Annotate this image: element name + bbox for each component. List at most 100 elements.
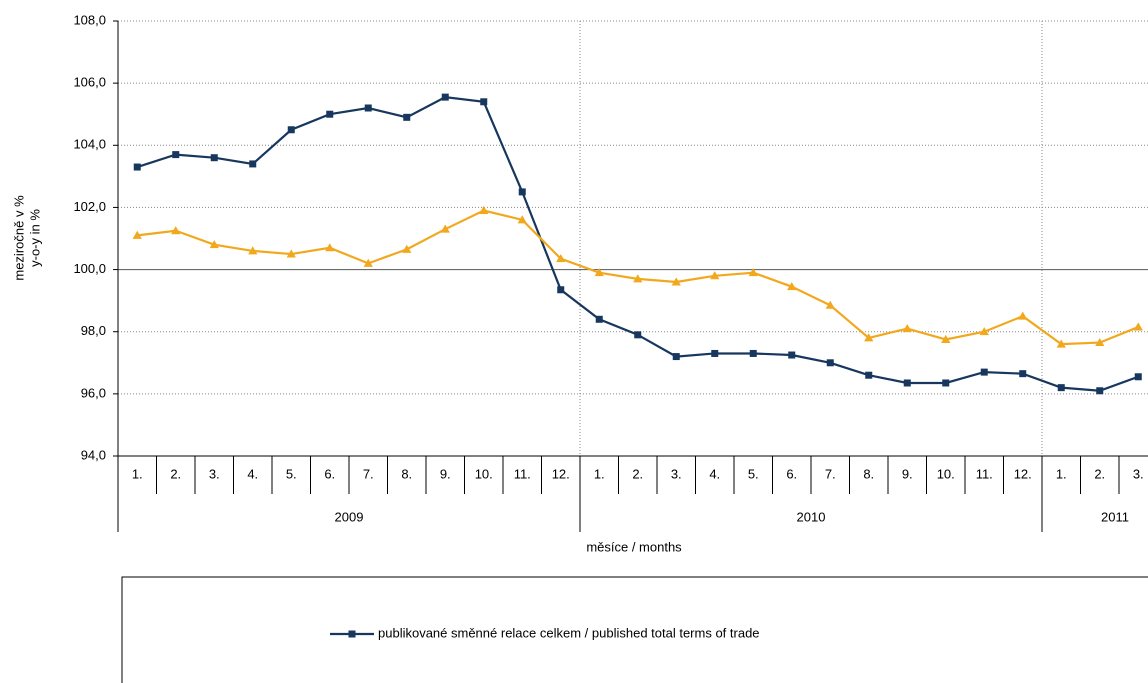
x-tick-label: 8. [863,466,874,481]
x-tick-label: 1. [594,466,605,481]
marker [1018,311,1028,320]
legend-label: směnné relace bez minerálních paliv / te… [378,681,816,683]
legend-label: publikované směnné relace celkem / publi… [378,625,760,640]
marker [348,630,356,638]
x-tick-label: 11. [514,466,531,481]
marker [672,353,680,361]
x-tick-label: 3. [209,466,220,481]
y-tick-label: 106,0 [73,75,106,90]
marker [865,371,873,379]
year-label: 2011 [1101,509,1129,524]
x-tick-label: 2. [1094,466,1105,481]
marker [172,151,180,159]
marker [980,368,988,376]
marker [748,268,758,277]
marker [133,163,141,171]
x-tick-label: 3. [1133,466,1144,481]
x-tick-label: 1. [132,466,143,481]
marker [633,274,643,283]
marker [1133,322,1143,331]
marker [595,315,603,323]
year-label: 2009 [335,509,364,524]
x-tick-label: 11. [976,466,993,481]
x-tick-label: 8. [401,466,412,481]
x-tick-label: 6. [786,466,797,481]
x-tick-label: 1. [1056,466,1067,481]
y-tick-label: 100,0 [73,261,106,276]
marker [1019,370,1027,378]
marker [171,226,181,235]
x-tick-label: 10. [475,466,493,481]
marker [518,188,526,196]
marker [979,327,989,336]
marker [364,104,372,112]
marker [1057,384,1065,392]
y-tick-label: 102,0 [73,199,106,214]
marker [209,240,219,249]
marker [1096,387,1104,395]
y-axis-title: y-o-y in % [27,209,42,267]
x-tick-label: 5. [748,466,759,481]
marker [402,244,412,253]
marker [941,334,951,343]
marker [1134,373,1142,381]
x-tick-label: 12. [1014,466,1032,481]
x-tick-label: 5. [286,466,297,481]
marker [479,205,489,215]
marker [403,113,411,121]
marker [710,271,720,280]
x-tick-label: 9. [902,466,913,481]
marker [711,349,719,357]
marker [441,93,449,101]
marker [942,379,950,387]
marker [826,359,834,367]
x-tick-label: 4. [247,466,258,481]
x-tick-label: 2. [632,466,643,481]
marker [1095,337,1105,347]
legend-box [121,576,1148,683]
marker [556,254,566,263]
marker [325,243,335,252]
y-tick-label: 96,0 [81,385,106,400]
y-axis-title: meziročně v % [11,195,26,281]
y-tick-label: 94,0 [81,447,106,462]
marker [1056,339,1066,348]
y-tick-label: 104,0 [73,137,106,152]
x-axis-title: měsíce / months [586,539,682,554]
x-tick-label: 12. [552,466,570,481]
marker [480,98,488,106]
y-tick-label: 108,0 [73,12,106,27]
marker [248,246,258,255]
marker [440,224,450,233]
marker [902,323,912,333]
marker [788,351,796,359]
x-tick-label: 10. [937,466,955,481]
marker [557,286,565,294]
x-tick-label: 4. [709,466,720,481]
marker [326,110,334,118]
marker [517,215,527,224]
marker [749,349,757,357]
marker [864,333,874,342]
marker [132,230,142,239]
marker [634,331,642,339]
x-tick-label: 9. [440,466,451,481]
x-tick-label: 3. [671,466,682,481]
marker [903,379,911,387]
marker [594,268,604,277]
x-tick-label: 7. [825,466,836,481]
marker [363,258,373,267]
x-tick-label: 2. [170,466,181,481]
marker [287,126,295,134]
year-label: 2010 [797,509,826,524]
y-tick-label: 98,0 [81,323,106,338]
marker [286,249,296,258]
x-tick-label: 6. [324,466,335,481]
marker [671,277,681,286]
marker [210,154,218,162]
x-tick-label: 7. [363,466,374,481]
marker [787,282,797,291]
marker [249,160,257,168]
